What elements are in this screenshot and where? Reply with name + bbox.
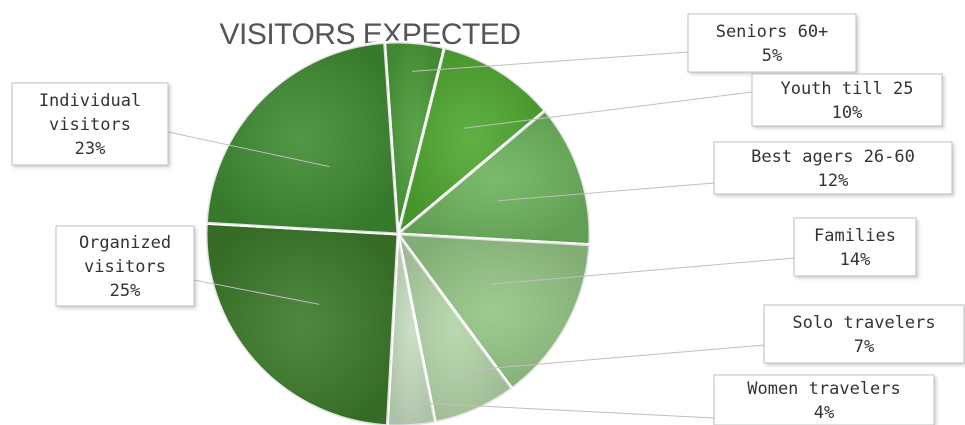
pie-slice-shading [387, 234, 436, 425]
data-label-box [55, 225, 195, 307]
pie-slices [204, 40, 592, 425]
leader-line [498, 182, 715, 202]
data-label-value: 12% [818, 171, 849, 191]
leader-line [167, 131, 330, 168]
leader-line [193, 279, 320, 305]
data-label: Seniors 60+ 5% [687, 13, 857, 73]
data-label-category: visitors [49, 115, 131, 135]
data-label-value: 7% [854, 337, 874, 357]
leader-line [464, 91, 753, 129]
data-label-category: Individual [39, 91, 141, 111]
leader-line [412, 51, 689, 72]
data-label-category: Families [814, 226, 896, 246]
data-label-category: Solo travelers [792, 313, 935, 333]
pie-slice-shading [398, 234, 590, 389]
data-label-box [687, 13, 857, 73]
data-label-box [713, 374, 935, 425]
pie-slice-shading [398, 110, 590, 245]
data-label-category: Best agers 26-60 [751, 147, 915, 167]
data-label-value: 5% [762, 46, 782, 66]
pie-slice-shading [384, 42, 445, 235]
data-label-category: Women travelers [747, 379, 901, 399]
data-label-box [11, 82, 169, 166]
data-label-value: 25% [110, 281, 141, 301]
pie-slice-shading [206, 223, 398, 425]
leader-lines [167, 51, 795, 419]
data-label: Organized visitors 25% [55, 225, 195, 307]
data-label-value: 10% [832, 103, 863, 123]
data-label: Women travelers 4% [713, 374, 935, 425]
data-label-box [713, 141, 953, 195]
data-label: Families 14% [793, 217, 917, 277]
data-label-category: Youth till 25 [780, 79, 913, 99]
pie-slice-shading [206, 42, 398, 234]
data-label-box [751, 73, 943, 127]
leader-line [409, 402, 715, 419]
data-label-value: 4% [814, 403, 834, 423]
data-label-category: Organized [79, 233, 171, 253]
data-label: Individual visitors 23% [11, 82, 169, 166]
leader-line [490, 257, 795, 285]
data-label-value: 23% [75, 139, 106, 159]
data-label: Best agers 26-60 12% [713, 141, 953, 195]
data-labels: Seniors 60+ 5% Youth till 25 10% Best agers … [11, 13, 965, 425]
pie-slice-shading [398, 47, 546, 235]
leader-line [458, 344, 765, 372]
data-label-box [763, 304, 965, 364]
data-label: Solo travelers 7% [763, 304, 965, 364]
data-label-box [793, 217, 917, 277]
data-label-category: Seniors 60+ [716, 22, 829, 42]
data-label: Youth till 25 10% [751, 73, 943, 127]
data-label-value: 14% [840, 250, 871, 270]
data-label-category: visitors [84, 257, 166, 277]
